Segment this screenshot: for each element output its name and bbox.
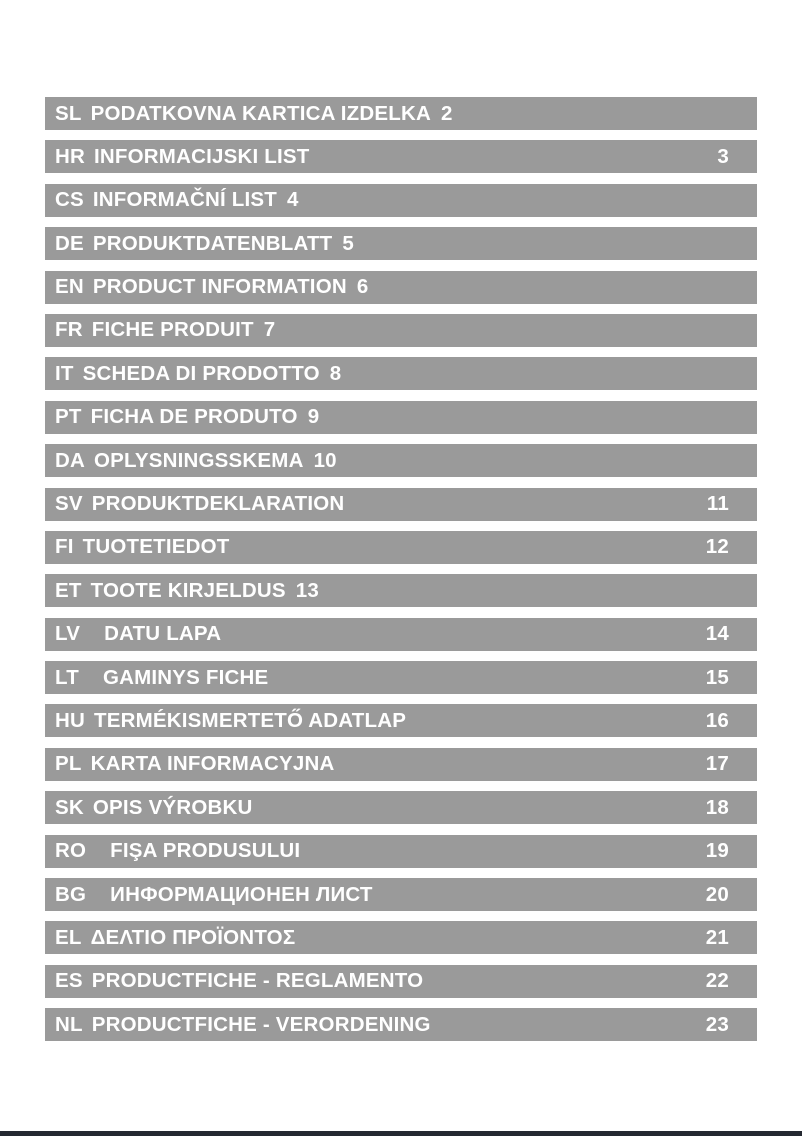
toc-row-fr: FR FICHE PRODUIT 7 (45, 313, 757, 347)
bottom-edge-bar (0, 1131, 802, 1136)
language-code: BG (55, 882, 87, 906)
page-number: 18 (705, 795, 729, 819)
language-code: LT (55, 665, 79, 689)
section-title: FICHA DE PRODUTO (90, 405, 298, 429)
section-title: DATU LAPA (104, 622, 222, 646)
language-code: ET (55, 578, 82, 602)
section-title: ИНФОРМАЦИОНЕН ЛИСТ (110, 882, 373, 906)
page-number: 14 (705, 622, 729, 646)
toc-row-sl: SL PODATKOVNA KARTICA IZDELKA 2 (45, 97, 757, 130)
section-title: OPIS VÝROBKU (92, 795, 253, 819)
section-title: SCHEDA DI PRODOTTO (82, 361, 320, 385)
page-number: 17 (705, 752, 729, 776)
page-number: 9 (307, 405, 320, 429)
toc-row-da: DA OPLYSNINGSSKEMA 10 (45, 444, 757, 478)
section-title: KARTA INFORMACYJNA (90, 752, 335, 776)
language-code: RO (55, 839, 87, 863)
language-code: FI (55, 535, 74, 559)
toc-row-it: IT SCHEDA DI PRODOTTO 8 (45, 357, 757, 391)
toc-row-sk: SK OPIS VÝROBKU 18 (45, 791, 757, 825)
toc-row-es: ES PRODUCTFICHE - REGLAMENTO 22 (45, 964, 757, 998)
section-title: FICHE PRODUIT (91, 318, 254, 342)
language-code: CS (55, 188, 84, 212)
section-title: PRODUCTFICHE - REGLAMENTO (91, 969, 424, 993)
page-number: 19 (705, 839, 729, 863)
page-number: 12 (705, 535, 729, 559)
toc-row-et: ET TOOTE KIRJELDUS 13 (45, 574, 757, 608)
toc-row-hu: HU TERMÉKISMERTETŐ ADATLAP 16 (45, 704, 757, 738)
language-code: FR (55, 318, 83, 342)
section-title: TUOTETIEDOT (82, 535, 230, 559)
toc-row-cs: CS INFORMAČNÍ LIST 4 (45, 183, 757, 217)
page-number: 23 (705, 1012, 729, 1036)
section-title: TOOTE KIRJELDUS (90, 578, 286, 602)
language-code: SV (55, 492, 83, 516)
section-title: PRODUKTDEKLARATION (91, 492, 345, 516)
page-number: 15 (705, 665, 729, 689)
section-title: OPLYSNINGSSKEMA (94, 448, 304, 472)
page-number: 7 (263, 318, 276, 342)
language-code: DE (55, 231, 84, 255)
page-number: 3 (717, 144, 729, 168)
toc-row-ro: RO FIŞA PRODUSULUI 19 (45, 834, 757, 868)
language-code: ES (55, 969, 83, 993)
language-code: EN (55, 275, 84, 299)
page-number: 13 (295, 578, 319, 602)
toc-row-lv: LV DATU LAPA 14 (45, 617, 757, 651)
toc-row-nl: NL PRODUCTFICHE - VERORDENING 23 (45, 1008, 757, 1042)
language-code: DA (55, 448, 86, 472)
section-title: PRODUKTDATENBLATT (92, 231, 333, 255)
table-of-contents: SL PODATKOVNA KARTICA IZDELKA 2 HR INFOR… (45, 97, 757, 1042)
section-title: PODATKOVNA KARTICA IZDELKA (90, 101, 432, 125)
page-number: 6 (356, 275, 369, 299)
toc-row-hr: HR INFORMACIJSKI LIST 3 (45, 140, 757, 174)
section-title: PRODUCT INFORMATION (92, 275, 347, 299)
page-number: 20 (705, 882, 729, 906)
page-number: 8 (329, 361, 342, 385)
section-title: FIŞA PRODUSULUI (110, 839, 301, 863)
toc-row-en: EN PRODUCT INFORMATION 6 (45, 270, 757, 304)
language-code: SK (55, 795, 84, 819)
toc-row-el: EL ΔΕΛΤΙΟ ΠΡΟΪΟΝΤΟΣ 21 (45, 921, 757, 955)
page-number: 22 (705, 969, 729, 993)
page-number: 5 (342, 231, 355, 255)
toc-row-lt: LT GAMINYS FICHE 15 (45, 661, 757, 695)
toc-row-de: DE PRODUKTDATENBLATT 5 (45, 227, 757, 261)
language-code: NL (55, 1012, 83, 1036)
toc-row-pl: PL KARTA INFORMACYJNA 17 (45, 747, 757, 781)
language-code: LV (55, 622, 81, 646)
page-number: 11 (706, 492, 729, 516)
page-number: 10 (313, 448, 337, 472)
section-title: ΔΕΛΤΙΟ ΠΡΟΪΟΝΤΟΣ (90, 925, 296, 949)
section-title: INFORMACIJSKI LIST (94, 144, 310, 168)
section-title: PRODUCTFICHE - VERORDENING (91, 1012, 431, 1036)
page-number: 4 (286, 188, 299, 212)
language-code: PT (55, 405, 82, 429)
toc-row-bg: BG ИНФОРМАЦИОНЕН ЛИСТ 20 (45, 878, 757, 912)
page-number: 21 (705, 925, 729, 949)
section-title: GAMINYS FICHE (102, 665, 269, 689)
language-code: HU (55, 708, 86, 732)
page-number: 2 (441, 101, 453, 125)
section-title: INFORMAČNÍ LIST (92, 188, 277, 212)
language-code: HR (55, 144, 86, 168)
toc-row-fi: FI TUOTETIEDOT 12 (45, 530, 757, 564)
language-code: EL (55, 925, 82, 949)
language-code: PL (55, 752, 82, 776)
page-number: 16 (705, 708, 729, 732)
language-code: IT (55, 361, 74, 385)
section-title: TERMÉKISMERTETŐ ADATLAP (94, 708, 407, 732)
toc-row-pt: PT FICHA DE PRODUTO 9 (45, 400, 757, 434)
language-code: SL (55, 101, 82, 125)
toc-row-sv: SV PRODUKTDEKLARATION 11 (45, 487, 757, 521)
